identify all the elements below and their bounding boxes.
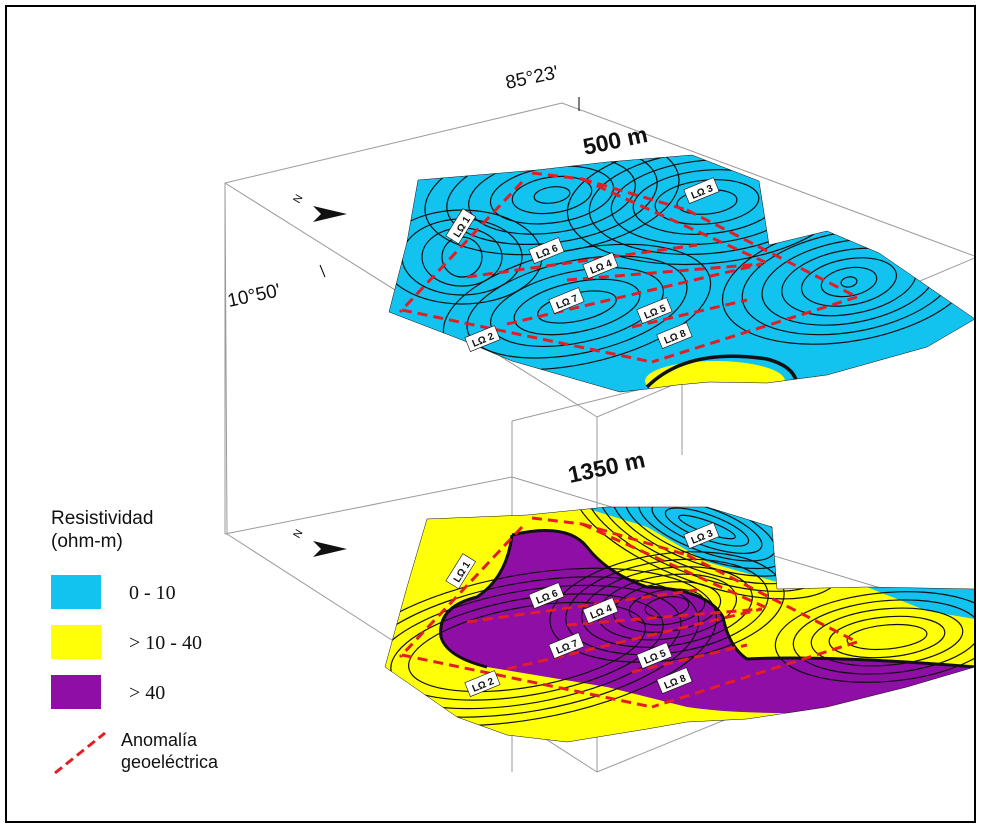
top-contour-a-1 — [511, 175, 593, 215]
bottom-anomaly-line-4 — [401, 653, 653, 709]
bottom-label-3-box — [683, 522, 720, 549]
legend-swatch-mid — [51, 625, 101, 659]
legend-label-mid: > 10 - 40 — [129, 632, 202, 654]
legend: Resistividad (ohm-m) 0 - 10 > 10 - 40 > … — [51, 507, 281, 775]
north-label-top: N — [291, 193, 305, 206]
bottom-label-7-box — [548, 632, 585, 659]
legend-title-line2: (ohm-m) — [51, 531, 123, 552]
bottom-anomaly-line-5 — [581, 522, 768, 610]
top-anomaly-line-8 — [506, 262, 763, 326]
top-contour-mid — [645, 354, 799, 389]
top-label-7-box — [548, 287, 585, 314]
bottom-label-4-box — [582, 597, 619, 624]
legend-item-mid: > 10 - 40 — [51, 625, 281, 659]
north-arrow-icon — [313, 206, 347, 222]
bottom-contour-d-4 — [774, 591, 974, 683]
bottom-contour-a-1 — [628, 588, 706, 626]
top-anomaly-line-10 — [531, 171, 583, 181]
bottom-label-2-box — [464, 670, 501, 697]
legend-label-anomaly: Anomalía geoeléctrica — [121, 729, 218, 773]
bottom-slice-zones — [439, 507, 974, 713]
bottom-contour-d-0 — [846, 623, 928, 651]
top-label-1-box — [445, 208, 476, 245]
top-contour-a-0 — [533, 186, 571, 204]
bottom-label-1: LΩ 1 — [445, 553, 476, 590]
top-anomaly-line-1 — [581, 177, 688, 212]
legend-label-low: 0 - 10 — [129, 582, 176, 604]
legend-item-low: 0 - 10 — [51, 575, 281, 609]
depth-label-1350m: 1350 m — [566, 446, 648, 488]
figure-frame: 85°23' 10°50' LΩ 1 LΩ 2 LΩ 3 LΩ 4 LΩ 5 LΩ 6 LΩ… — [5, 5, 976, 823]
resistivity-block-diagram: 85°23' 10°50' LΩ 1LΩ 2LΩ 3LΩ 4LΩ 5LΩ 6LΩ… — [224, 62, 974, 773]
bottom-anomaly-line-1 — [581, 522, 688, 557]
legend-item-high: > 40 — [51, 675, 281, 709]
top-slice-fill-mid — [645, 361, 785, 392]
bottom-label-1-box — [445, 553, 476, 590]
bottom-anomaly-line-6 — [466, 588, 698, 624]
legend-swatch-high — [51, 675, 101, 709]
top-label-4-box — [582, 252, 619, 279]
depth-label-500m: 500 m — [581, 121, 650, 160]
north-arrow-icon — [313, 541, 347, 557]
bottom-anomaly-line-10 — [531, 516, 583, 526]
legend-item-anomaly: Anomalía geoeléctrica — [51, 729, 281, 779]
bottom-slice-outline — [384, 506, 974, 743]
north-arrow-bottom: N — [291, 528, 347, 557]
bottom-label-8-box — [656, 667, 693, 694]
top-slice-anomalies — [398, 171, 858, 364]
top-anomaly-line-4 — [401, 308, 653, 364]
bottom-slice-anomaly-labels: LΩ 1LΩ 2LΩ 3LΩ 4LΩ 5LΩ 6LΩ 7LΩ 8 — [445, 522, 720, 697]
top-anomaly-line-6 — [466, 243, 698, 279]
top-contour-b-2 — [800, 257, 898, 307]
top-slice-fill-low — [389, 155, 974, 392]
bottom-contour-c-2 — [385, 584, 682, 710]
bottom-label-5-box — [636, 642, 673, 669]
north-label-bottom: N — [291, 528, 305, 541]
top-anomaly-line-5 — [581, 177, 768, 265]
bottom-slice-anomalies — [398, 516, 858, 709]
bottom-contour-c-3 — [385, 576, 700, 718]
top-label-2-box — [464, 325, 501, 352]
bottom-anomaly-line-9 — [631, 643, 748, 674]
longitude-label: 85°23' — [504, 62, 561, 94]
top-label-8-box — [656, 322, 693, 349]
latitude-tick — [319, 264, 326, 278]
bottom-contour-high — [511, 529, 974, 669]
bottom-slice-fill-high — [440, 530, 974, 713]
top-label-3-box — [683, 177, 720, 204]
latitude-label: 10°50' — [226, 280, 283, 312]
bottom-label-5: LΩ 5 — [636, 642, 673, 669]
legend-anomaly-line2: geoeléctrica — [121, 752, 219, 772]
bottom-anomaly-line-0 — [398, 525, 524, 659]
bottom-anomaly-line-8 — [506, 607, 763, 671]
bottom-contour-d-2 — [810, 607, 964, 667]
slice-1350m: LΩ 1LΩ 2LΩ 3LΩ 4LΩ 5LΩ 6LΩ 7LΩ 8 1350 m … — [291, 446, 974, 743]
slice-500m: LΩ 1LΩ 2LΩ 3LΩ 4LΩ 5LΩ 6LΩ 7LΩ 8 500 m N — [291, 121, 974, 393]
bottom-contour-c-0 — [408, 601, 646, 693]
bottom-slice-fill-low — [582, 507, 782, 582]
top-anomaly-line-7 — [566, 262, 763, 282]
bottom-contour-d-1 — [828, 615, 946, 659]
anomaly-line-icon — [54, 731, 106, 775]
north-arrow-top: N — [291, 193, 347, 222]
legend-swatch-low — [51, 575, 101, 609]
top-anomaly-line-0 — [398, 180, 524, 314]
bottom-contour-d-3 — [792, 599, 974, 675]
legend-title: Resistividad (ohm-m) — [51, 507, 281, 553]
top-label-5-box — [636, 297, 673, 324]
legend-title-line1: Resistividad — [51, 508, 154, 529]
top-anomaly-line-9 — [631, 298, 748, 329]
bottom-label-6-box — [528, 582, 565, 609]
legend-anomaly-line1: Anomalía — [121, 730, 198, 750]
bottom-anomaly-line-3 — [651, 640, 858, 709]
bottom-anomaly-line-7 — [566, 607, 763, 627]
top-label-6-box — [528, 237, 565, 264]
top-anomaly-line-3 — [651, 295, 858, 364]
top-contour-d-1 — [654, 179, 760, 225]
top-contour-b-0 — [840, 276, 858, 288]
legend-label-high: > 40 — [129, 682, 166, 704]
bottom-contour-a-4 — [581, 566, 753, 648]
